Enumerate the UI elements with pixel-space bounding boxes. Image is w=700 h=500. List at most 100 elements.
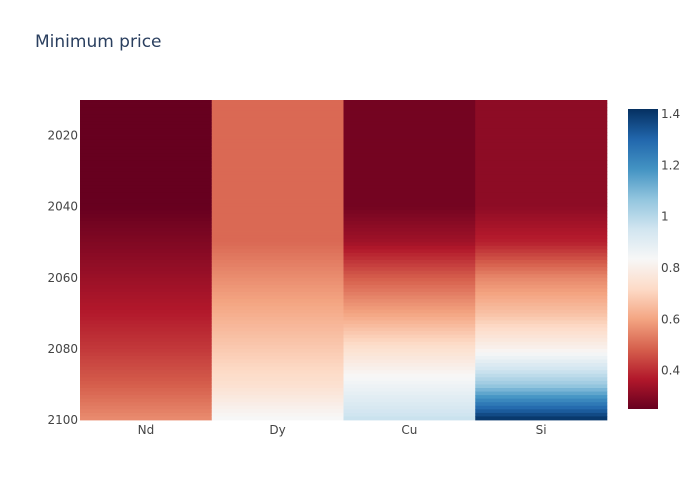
heatmap-cell	[211, 124, 344, 129]
heatmap-cell	[211, 217, 344, 222]
heatmap-cell	[211, 196, 344, 200]
heatmap-cell	[211, 210, 344, 215]
heatmap-cell	[80, 174, 213, 179]
heatmap-cell	[80, 288, 213, 293]
heatmap-cell	[80, 128, 213, 133]
heatmap-cell	[80, 220, 213, 225]
heatmap-cell	[211, 395, 344, 400]
heatmap-cell	[80, 345, 213, 350]
heatmap-cell	[343, 267, 476, 272]
heatmap-cell	[211, 121, 344, 126]
heatmap-cell	[80, 146, 213, 151]
heatmap-cell	[211, 302, 344, 307]
heatmap-cell	[80, 242, 213, 247]
colorbar-tick-label: 0.6	[661, 312, 680, 326]
heatmap-cell	[343, 324, 476, 328]
heatmap-cell	[80, 270, 213, 275]
heatmap-cell	[80, 135, 213, 140]
heatmap-cell	[80, 295, 213, 300]
heatmap-cell	[343, 220, 476, 225]
heatmap-cell	[211, 324, 344, 328]
heatmap-cell	[211, 114, 344, 119]
heatmap-cell	[343, 320, 476, 325]
heatmap-cell	[475, 409, 608, 414]
heatmap-cell	[343, 132, 476, 136]
heatmap-cell	[80, 398, 213, 403]
heatmap-cell	[211, 139, 344, 144]
heatmap-cell	[80, 224, 213, 229]
heatmap-cell	[211, 100, 344, 104]
heatmap-cell	[475, 146, 608, 151]
heatmap-cell	[80, 306, 213, 311]
heatmap-cell	[80, 409, 213, 414]
heatmap-cell	[343, 256, 476, 261]
heatmap-cell	[343, 363, 476, 368]
heatmap-cell	[343, 341, 476, 346]
heatmap-cell	[475, 231, 608, 236]
heatmap-cell	[343, 149, 476, 154]
heatmap-cell	[343, 196, 476, 200]
heatmap-cell	[211, 402, 344, 407]
heatmap-cell	[475, 139, 608, 144]
y-axis: 2020 2040 2060 2080 2100	[47, 129, 78, 427]
heatmap-cell	[343, 380, 476, 385]
heatmap-cell	[475, 373, 608, 378]
heatmap-cell	[475, 117, 608, 122]
heatmap-cell	[475, 334, 608, 339]
heatmap-cell	[211, 213, 344, 218]
heatmap-cell	[475, 142, 608, 147]
colorbar-tick-label: 1.4	[661, 107, 680, 121]
colorbar-tick-label: 0.4	[661, 364, 680, 378]
heatmap-cell	[343, 398, 476, 403]
heatmap-cell	[475, 260, 608, 264]
heatmap-cell	[211, 171, 344, 176]
heatmap-cell	[343, 412, 476, 417]
heatmap-cell	[80, 412, 213, 417]
heatmap-cell	[475, 320, 608, 325]
heatmap-cell	[211, 373, 344, 378]
heatmap-cell	[475, 352, 608, 357]
heatmap-cell	[80, 277, 213, 282]
heatmap-cell	[211, 203, 344, 208]
heatmap-cell	[343, 252, 476, 257]
y-tick-label: 2020	[47, 129, 78, 143]
heatmap-cell	[475, 210, 608, 215]
heatmap-cell	[80, 388, 213, 392]
heatmap-cell	[211, 377, 344, 382]
heatmap-cell	[343, 352, 476, 357]
heatmap-cell	[475, 263, 608, 268]
heatmap-cell	[211, 334, 344, 339]
heatmap-cell	[211, 103, 344, 108]
heatmap-cell	[80, 110, 213, 115]
heatmap-cell	[343, 199, 476, 204]
heatmap-cell	[211, 128, 344, 133]
heatmap-cell	[211, 295, 344, 300]
heatmap-cell	[343, 178, 476, 183]
heatmap-cell	[343, 309, 476, 314]
heatmap-cell	[475, 309, 608, 314]
heatmap-cell	[211, 306, 344, 311]
heatmap-cell	[211, 192, 344, 197]
heatmap-cell	[343, 277, 476, 282]
heatmap-cell	[211, 388, 344, 392]
heatmap-cell	[343, 292, 476, 296]
heatmap-cell	[475, 363, 608, 368]
heatmap-cell	[80, 281, 213, 286]
heatmap-cell	[343, 345, 476, 350]
heatmap-cell	[80, 402, 213, 407]
heatmap-cell	[80, 263, 213, 268]
heatmap-cell	[475, 124, 608, 129]
heatmap-cell	[80, 292, 213, 296]
heatmap-cell	[343, 295, 476, 300]
heatmap-cell	[475, 121, 608, 126]
colorbar: 0.4 0.6 0.8 1 1.2 1.4	[628, 107, 680, 409]
heatmap-cell	[343, 270, 476, 275]
heatmap-cell	[211, 281, 344, 286]
heatmap-cell	[343, 245, 476, 250]
heatmap-cell	[343, 153, 476, 158]
heatmap-cell	[343, 210, 476, 215]
x-tick-label: Cu	[401, 423, 417, 437]
heatmap-cell	[211, 185, 344, 190]
heatmap-cell	[211, 316, 344, 321]
